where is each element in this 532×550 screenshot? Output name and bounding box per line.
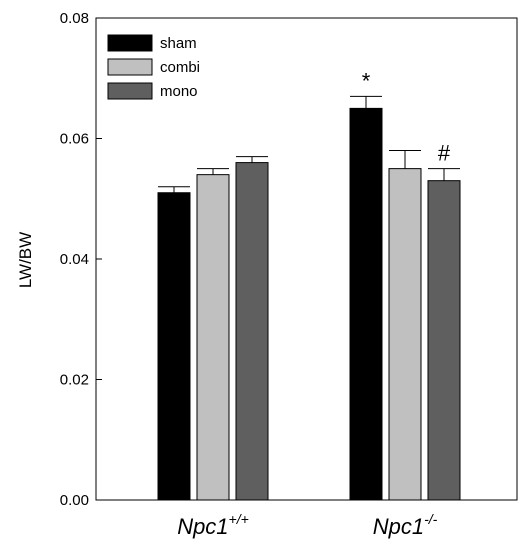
- annotations: *#: [362, 68, 451, 165]
- y-tick-label: 0.06: [60, 131, 89, 148]
- y-tick-label: 0.08: [60, 10, 89, 27]
- legend: sham combi mono: [107, 34, 200, 100]
- legend-swatch-mono: [107, 82, 153, 100]
- y-axis-label: LW/BW: [16, 232, 35, 288]
- bar-mono: [235, 162, 269, 501]
- legend-label: combi: [160, 59, 200, 76]
- bar-combi: [196, 174, 230, 501]
- x-axis-labels: Npc1+/+ Npc1-/-: [177, 511, 437, 539]
- significance-marker: *: [362, 68, 371, 93]
- legend-label: mono: [160, 83, 198, 100]
- x-group-label: Npc1+/+: [177, 511, 249, 539]
- bar-combi: [388, 168, 422, 501]
- bar-sham: [349, 107, 383, 501]
- legend-swatch-combi: [107, 58, 153, 76]
- y-tick-label: 0.04: [60, 251, 89, 268]
- bar-sham: [157, 192, 191, 501]
- legend-swatch-sham: [107, 34, 153, 52]
- y-tick-label: 0.00: [60, 492, 89, 509]
- y-tick-label: 0.02: [60, 372, 89, 389]
- x-group-label: Npc1-/-: [373, 511, 438, 539]
- significance-marker: #: [438, 141, 451, 166]
- y-axis: 0.00 0.02 0.04 0.06 0.08: [60, 10, 102, 509]
- legend-label: sham: [160, 35, 197, 52]
- bar-mono: [427, 180, 461, 501]
- bars: [157, 95, 461, 501]
